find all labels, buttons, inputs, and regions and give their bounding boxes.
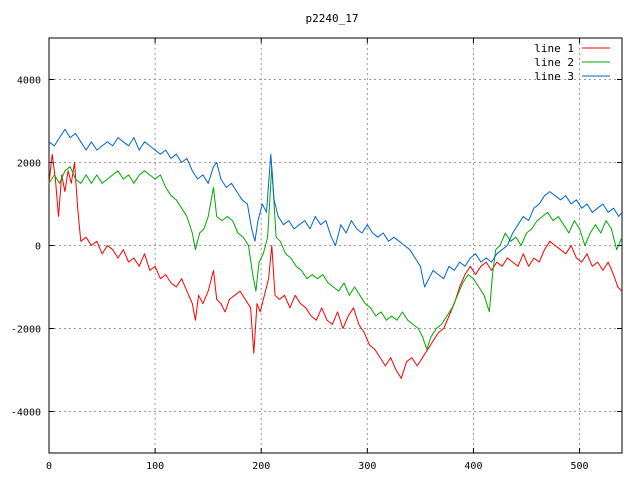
series-line-3 [48, 128, 623, 288]
y-tick-label: 2000 [17, 159, 41, 170]
x-tick-label: 500 [571, 461, 589, 472]
y-tick-label: 0 [35, 242, 41, 253]
grid-lines [49, 38, 622, 453]
series-line-2 [48, 166, 623, 350]
legend-label: line 2 [534, 56, 574, 69]
y-tick-label: -4000 [11, 408, 41, 419]
legend-label: line 1 [534, 42, 574, 55]
x-tick-label: 200 [252, 461, 270, 472]
series-line-1 [48, 153, 623, 379]
x-tick-label: 100 [146, 461, 164, 472]
x-tick-label: 0 [46, 461, 52, 472]
series-lines [48, 128, 623, 379]
chart-title: p2240_17 [306, 12, 359, 25]
x-tick-label: 400 [464, 461, 482, 472]
y-tick-label: -2000 [11, 325, 41, 336]
legend-label: line 3 [534, 70, 574, 83]
x-tick-label: 300 [358, 461, 376, 472]
y-tick-label: 4000 [17, 76, 41, 87]
axis-ticks: 0 100 200 300 400 500 -4000 -2000 0 2000 4000 [11, 38, 622, 472]
